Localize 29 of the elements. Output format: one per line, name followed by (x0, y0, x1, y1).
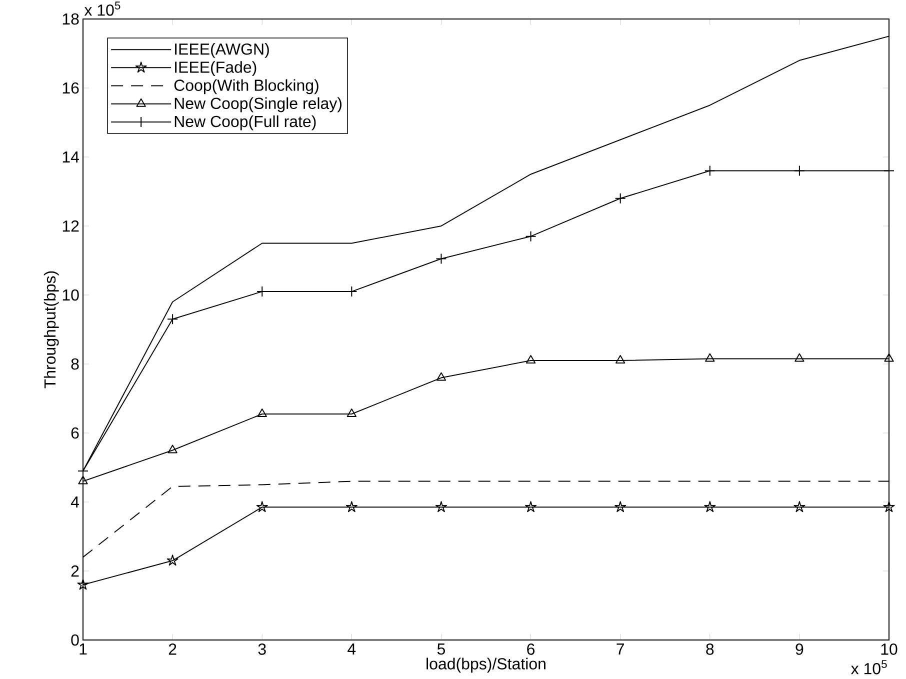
legend-label: New Coop(Single relay) (174, 97, 342, 112)
y-tick-label: 4 (70, 496, 79, 508)
y-tick-label: 8 (71, 358, 79, 370)
text: x 10$^{5}$ (851, 660, 887, 674)
x-tick-label: 5 (437, 644, 445, 655)
x-tick-label: 1 (80, 644, 87, 655)
y-tick-label: 2 (71, 565, 79, 577)
x-tick-label: 4 (348, 644, 356, 655)
x-tick-label: 8 (706, 644, 714, 655)
x-tick-label: 2 (168, 644, 176, 655)
y-tick-label: 18 (62, 13, 79, 25)
y-tick-label: 12 (62, 220, 79, 232)
x-tick-label: 7 (616, 644, 624, 655)
x-tick-label: 3 (258, 644, 266, 655)
legend-label: New Coop(Full rate) (174, 115, 316, 130)
legend-label: IEEE(AWGN) (175, 43, 269, 58)
x-tick-label: 9 (796, 644, 804, 655)
x-tick-label: 10 (881, 644, 898, 655)
legend-label: Coop(With Blocking) (174, 79, 318, 94)
y-tick-label: 6 (71, 427, 79, 439)
y-tick-label: 14 (62, 151, 79, 162)
y-tick-label: 0 (71, 634, 79, 646)
x-axis-title: load(bps)/Station (426, 658, 546, 673)
x-tick-label: 6 (527, 644, 535, 655)
legend-label: IEEE(Fade) (175, 61, 256, 76)
text: x 10$^{5}$ (84, 2, 120, 16)
y-axis-title: Throughput(bps) (44, 271, 59, 388)
y-tick-label: 16 (62, 82, 79, 94)
y-tick-label: 10 (62, 289, 79, 301)
